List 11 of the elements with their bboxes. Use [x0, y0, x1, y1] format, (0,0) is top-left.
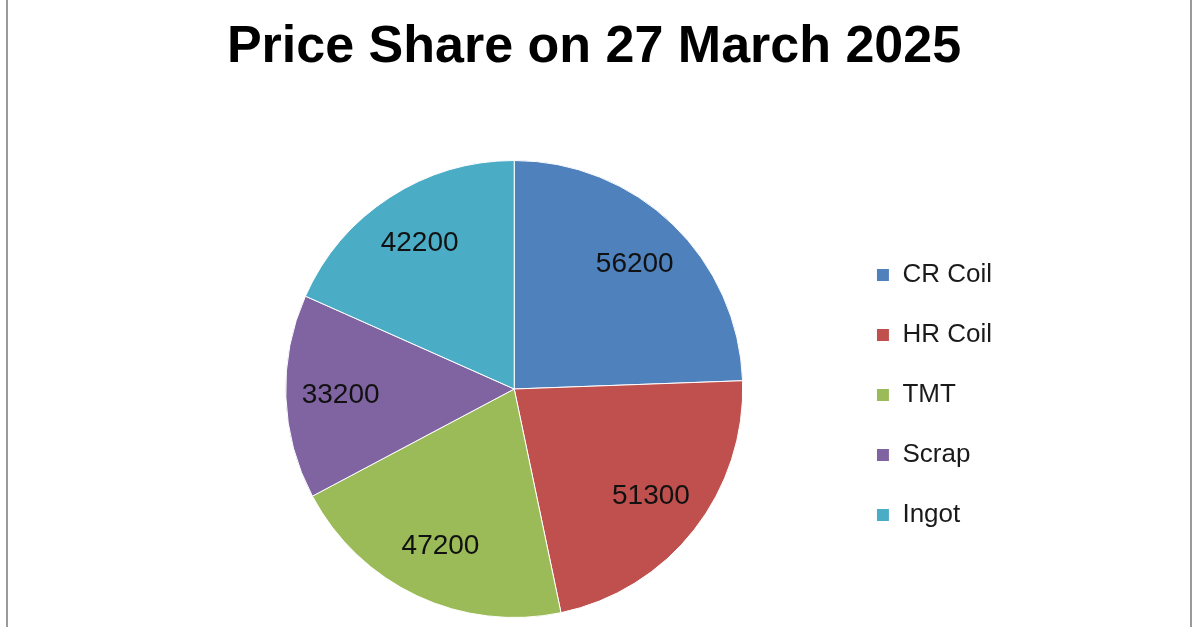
data-label: 42200 [380, 226, 459, 258]
legend-label: CR Coil [902, 258, 993, 289]
data-label: 56200 [595, 246, 674, 278]
data-label: 47200 [401, 528, 480, 560]
legend-label: HR Coil [902, 318, 993, 349]
data-label: 33200 [301, 377, 380, 409]
legend-label: TMT [902, 378, 956, 409]
legend-label: Ingot [902, 498, 962, 529]
chart-title: Price Share on 27 March 2025 [226, 15, 962, 74]
data-label: 51300 [612, 478, 690, 510]
legend-label: Scrap [902, 438, 971, 469]
